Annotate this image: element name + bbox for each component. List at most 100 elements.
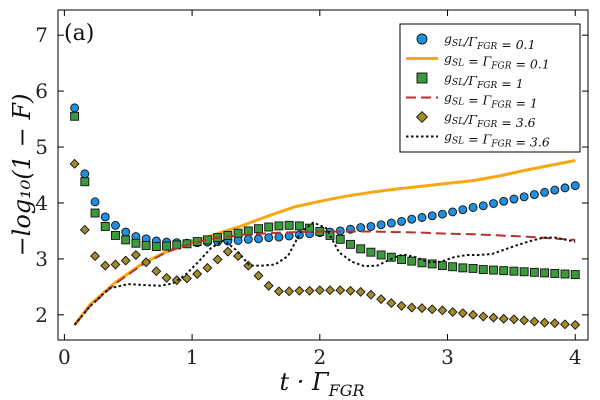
data-point: [90, 208, 100, 218]
series-layer: [69, 103, 581, 330]
legend-item: gSL/ΓFGR = 0.1: [416, 31, 536, 52]
data-point: [447, 307, 458, 317]
data-point: [263, 280, 274, 291]
data-point: [407, 214, 417, 224]
data-point: [243, 234, 253, 244]
data-point: [458, 205, 468, 215]
data-point: [80, 169, 90, 179]
data-point: [161, 272, 172, 283]
data-point: [233, 228, 243, 238]
legend-label: gSL/ΓFGR = 0.1: [444, 31, 536, 52]
x-tick-label: 1: [186, 345, 199, 369]
data-point: [90, 197, 100, 207]
data-point: [130, 250, 141, 260]
data-point: [468, 309, 479, 320]
data-point: [468, 202, 478, 212]
data-point: [519, 315, 530, 326]
data-point: [550, 268, 560, 278]
data-point: [540, 268, 550, 278]
data-point: [448, 207, 458, 217]
data-point: [570, 319, 581, 330]
axis-ticks: 0 1 2 3 4 2 3 4 5 6 7: [35, 10, 588, 369]
data-point: [100, 222, 110, 231]
data-point: [100, 212, 110, 222]
data-point: [549, 318, 560, 329]
data-point: [366, 222, 376, 231]
data-point: [141, 257, 152, 268]
data-point: [212, 254, 223, 265]
y-axis-title: −log₁₀(1 − F): [8, 94, 36, 257]
data-point: [325, 285, 335, 296]
data-point: [386, 298, 397, 309]
data-point: [141, 241, 151, 250]
data-point: [233, 251, 244, 262]
data-point: [80, 177, 90, 187]
data-point: [376, 250, 386, 260]
data-point: [427, 259, 437, 269]
data-point: [243, 260, 254, 271]
legend-label: gSL = ΓFGR = 1: [444, 90, 538, 111]
data-point: [264, 233, 274, 243]
legend-label: gSL = ΓFGR = 3.6: [444, 129, 550, 150]
data-point: [356, 244, 366, 254]
legend-item: gSL = ΓFGR = 0.1: [406, 51, 550, 72]
data-point: [222, 246, 233, 257]
data-point: [182, 273, 192, 284]
legend-item: gSL = ΓFGR = 1: [406, 90, 538, 111]
data-point: [274, 221, 284, 231]
data-point: [529, 190, 539, 200]
data-point: [448, 262, 458, 272]
y-tick-label: 6: [35, 79, 48, 103]
data-point: [529, 316, 540, 327]
data-point: [355, 286, 366, 297]
data-point: [519, 192, 529, 202]
data-point: [437, 305, 448, 316]
data-point: [509, 266, 519, 276]
data-point: [427, 304, 438, 315]
data-point: [560, 183, 570, 193]
legend-item: gSL/ΓFGR = 1: [416, 70, 524, 91]
data-point: [396, 300, 407, 311]
data-point: [468, 263, 478, 273]
data-point: [162, 241, 172, 251]
data-point: [304, 285, 315, 296]
data-point: [120, 255, 131, 266]
legend-label: gSL/ΓFGR = 3.6: [444, 109, 536, 130]
data-point: [508, 314, 519, 325]
legend-marker-swatch: [416, 33, 428, 45]
legend-item: gSL/ΓFGR = 3.6: [415, 109, 536, 130]
data-point: [397, 216, 406, 226]
data-point: [274, 232, 284, 242]
legend-label: gSL/ΓFGR = 1: [444, 70, 524, 91]
data-point: [90, 251, 100, 262]
data-point: [519, 267, 529, 277]
y-tick-label: 2: [35, 303, 48, 327]
x-tick-label: 0: [58, 345, 71, 369]
x-tick-label: 2: [313, 345, 326, 369]
data-point: [417, 258, 427, 268]
legend-label: gSL = ΓFGR = 0.1: [444, 51, 550, 72]
data-point: [110, 259, 121, 270]
legend-marker-swatch: [415, 110, 429, 124]
data-point: [376, 294, 387, 305]
data-point: [478, 265, 488, 274]
legend-box: [399, 23, 581, 153]
x-axis-title: t · ΓFGR: [279, 368, 364, 400]
data-point: [284, 286, 295, 297]
data-point: [386, 218, 396, 228]
data-point: [437, 209, 447, 219]
data-point: [427, 211, 437, 221]
data-point: [560, 319, 570, 330]
data-point: [417, 213, 427, 222]
data-point: [529, 267, 539, 277]
data-point: [345, 285, 356, 296]
data-point: [478, 311, 489, 322]
x-axis-title-text: t · ΓFGR: [279, 368, 364, 400]
data-point: [488, 312, 499, 323]
data-point: [325, 230, 335, 240]
data-point: [499, 266, 509, 276]
data-point: [121, 227, 131, 237]
data-point: [121, 235, 131, 245]
